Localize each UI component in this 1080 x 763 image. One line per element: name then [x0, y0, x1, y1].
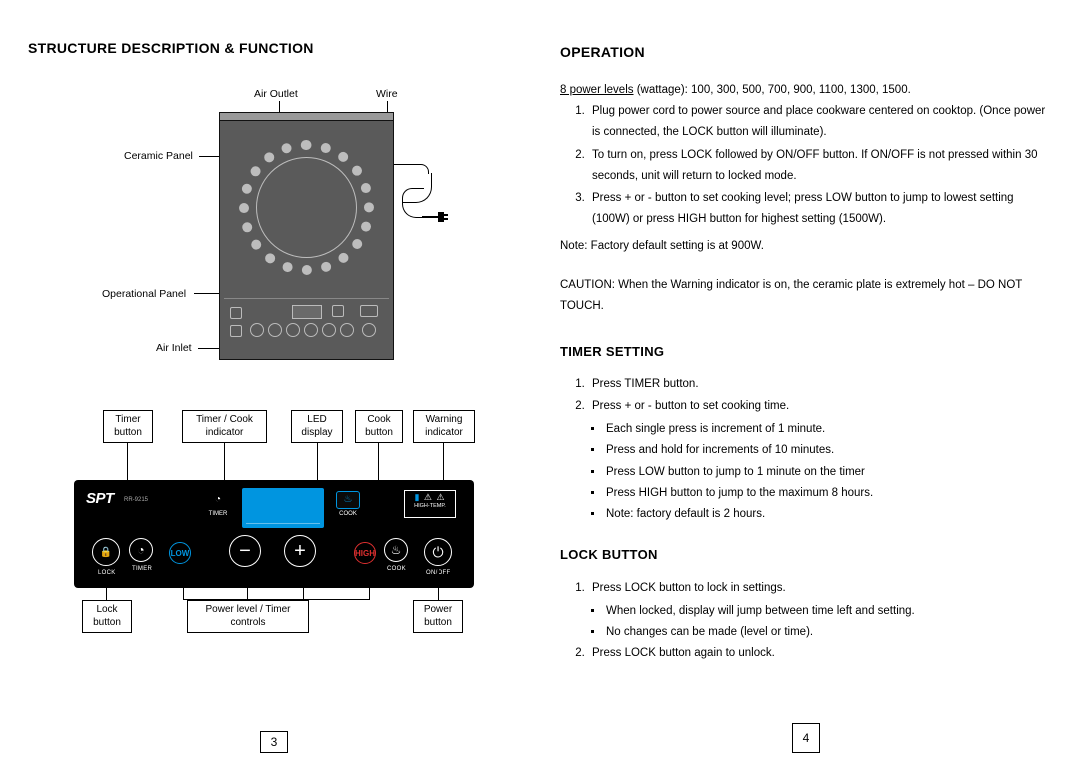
operation-note: Note: Factory default setting is at 900W… — [560, 236, 1052, 257]
operation-step: To turn on, press LOCK followed by ON/OF… — [588, 145, 1052, 188]
cooktop-top-strip-icon — [219, 112, 394, 120]
timer-sub: Press HIGH button to jump to the maximum… — [604, 483, 1052, 504]
mini-icon — [250, 323, 264, 337]
lock-button-icon: 🔒 — [92, 538, 120, 566]
left-page: STRUCTURE DESCRIPTION & FUNCTION Air Out… — [28, 40, 520, 753]
plug-icon — [444, 214, 448, 216]
lock-steps-2: Press LOCK button again to unlock. — [560, 643, 1052, 665]
mini-icon — [362, 323, 376, 337]
lock-steps: Press LOCK button to lock in settings. — [560, 578, 1052, 600]
timer-step: Press + or - button to set cooking time. — [588, 396, 1052, 417]
lock-step: Press LOCK button to lock in settings. — [588, 578, 1052, 599]
lock-substeps: When locked, display will jump between t… — [560, 601, 1052, 644]
operation-heading: OPERATION — [560, 40, 1052, 66]
structure-heading: STRUCTURE DESCRIPTION & FUNCTION — [28, 40, 520, 56]
lead-line — [247, 574, 248, 600]
mini-icon — [286, 323, 300, 337]
label-cook-button: Cook button — [355, 410, 403, 443]
top-diagram: Air Outlet Wire Ceramic Panel Operationa… — [84, 70, 464, 380]
label-ceramic-panel: Ceramic Panel — [124, 150, 193, 162]
lead-line — [303, 574, 304, 600]
cook-indicator-icon: ♨ COOK — [329, 486, 367, 521]
mini-icon — [340, 323, 354, 337]
lock-heading: LOCK BUTTON — [560, 543, 1052, 567]
plus-button-icon: + — [284, 535, 316, 567]
mini-icon — [332, 305, 344, 317]
plug-icon — [444, 218, 448, 220]
lock-step: Press LOCK button again to unlock. — [588, 643, 1052, 664]
cook-button-icon: ♨ — [384, 538, 408, 562]
label-power-button: Power button — [413, 600, 463, 633]
operation-caution: CAUTION: When the Warning indicator is o… — [560, 275, 1052, 318]
mini-icon — [292, 305, 322, 319]
timer-sub: Each single press is increment of 1 minu… — [604, 419, 1052, 440]
wire-icon — [422, 216, 438, 218]
warning-indicator-icon: ▮ ⚠ ⚠ HIGH-TEMP. — [404, 490, 456, 518]
label-air-inlet: Air Inlet — [156, 342, 192, 354]
power-levels-intro: 8 power levels (wattage): 100, 300, 500,… — [560, 80, 1052, 101]
led-display-icon — [242, 488, 324, 528]
timer-sub: Note: factory default is 2 hours. — [604, 504, 1052, 525]
label-timer-cook-indicator: Timer / Cook indicator — [182, 410, 267, 443]
mini-icon — [322, 323, 336, 337]
lock-sub: No changes can be made (level or time). — [604, 622, 1052, 643]
mini-icon — [268, 323, 282, 337]
right-page: OPERATION 8 power levels (wattage): 100,… — [560, 40, 1052, 753]
minus-button-icon: − — [229, 535, 261, 567]
control-panel: SPT RR-9215 ◔ TIMER ♨ COOK ▮ ⚠ ⚠ HIGH-TE… — [74, 480, 474, 588]
lead-line — [106, 566, 107, 600]
label-led-display: LED display — [291, 410, 343, 443]
model-number: RR-9215 — [124, 497, 148, 503]
timer-substeps: Each single press is increment of 1 minu… — [560, 419, 1052, 525]
timer-sub: Press LOW button to jump to 1 minute on … — [604, 462, 1052, 483]
low-button-icon: LOW — [169, 542, 191, 564]
timer-step: Press TIMER button. — [588, 374, 1052, 395]
timer-button-icon: ◔ — [129, 538, 153, 562]
timer-indicator-icon: ◔ TIMER — [199, 486, 237, 521]
wire-icon — [402, 188, 424, 218]
label-timer-button: Timer button — [103, 410, 153, 443]
label-air-outlet: Air Outlet — [254, 88, 298, 100]
cooktop-ring-inner-icon — [256, 157, 357, 258]
operation-step: Press + or - button to set cooking level… — [588, 188, 1052, 231]
label-warning-indicator: Warning indicator — [413, 410, 475, 443]
timer-sub: Press and hold for increments of 10 minu… — [604, 440, 1052, 461]
label-wire: Wire — [376, 88, 398, 100]
cooktop-mini-panel-icon — [224, 298, 389, 350]
high-button-icon: HIGH — [354, 542, 376, 564]
mini-icon — [230, 307, 242, 319]
brand-logo: SPT — [86, 490, 114, 507]
mini-icon — [304, 323, 318, 337]
lead-line — [438, 566, 439, 600]
label-power-level-timer: Power level / Timer controls — [187, 600, 309, 633]
label-lock-button: Lock button — [82, 600, 132, 633]
mini-icon — [360, 305, 378, 317]
timer-steps: Press TIMER button. Press + or - button … — [560, 374, 1052, 419]
lead-line — [369, 570, 370, 600]
operation-step: Plug power cord to power source and plac… — [588, 101, 1052, 144]
power-button-icon: ⏻ — [424, 538, 452, 566]
timer-button-label: TIMER — [132, 566, 152, 572]
lead-line — [183, 570, 184, 600]
operation-steps: Plug power cord to power source and plac… — [560, 101, 1052, 232]
page-number-left: 3 — [260, 731, 289, 753]
label-operational-panel: Operational Panel — [102, 288, 186, 300]
mini-icon — [230, 325, 242, 337]
page-number-right: 4 — [792, 723, 821, 753]
bottom-diagram: Timer button Timer / Cook indicator LED … — [59, 410, 489, 660]
lock-sub: When locked, display will jump between t… — [604, 601, 1052, 622]
cook-button-label: COOK — [387, 566, 406, 572]
timer-heading: TIMER SETTING — [560, 340, 1052, 364]
